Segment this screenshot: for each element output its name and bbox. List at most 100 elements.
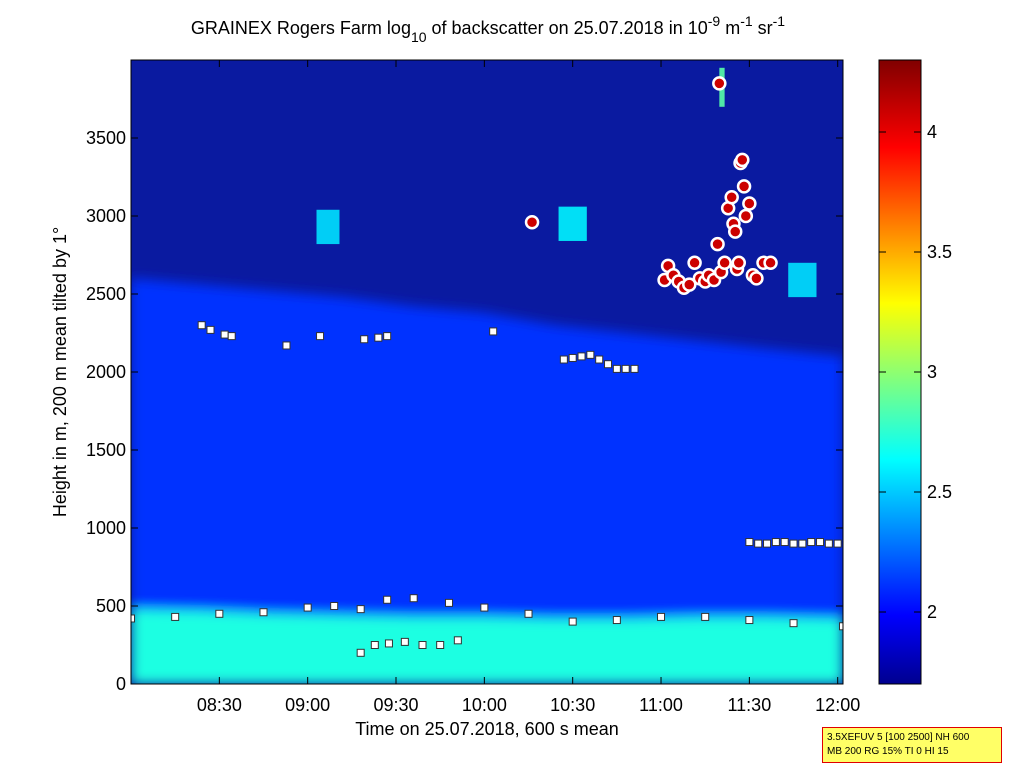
info-line-2: MB 200 RG 15% TI 0 HI 15 bbox=[827, 746, 949, 757]
plot-area: 08:30 09:00 09:30 10:00 10:30 11:00 11:30 12:00… bbox=[86, 59, 860, 715]
lower-layer-marker bbox=[370, 641, 379, 649]
cloud-base-marker bbox=[738, 208, 754, 224]
lower-layer-marker bbox=[436, 641, 445, 649]
layer-height-marker bbox=[303, 603, 312, 612]
title-part4: sr bbox=[753, 18, 773, 38]
upper-layer-marker bbox=[559, 355, 568, 364]
layer-height-marker bbox=[839, 622, 843, 631]
upper-layer-marker bbox=[630, 364, 639, 373]
title-part1: GRAINEX Rogers Farm log bbox=[191, 18, 411, 38]
mid-layer-marker bbox=[798, 539, 807, 548]
lower-layer-marker bbox=[453, 636, 462, 645]
mid-layer-marker bbox=[807, 538, 816, 547]
cloud-base-marker bbox=[717, 255, 732, 271]
upper-layer-marker bbox=[489, 327, 498, 336]
colorbar-ticks: 2 2.5 3 3.5 4 bbox=[879, 122, 952, 622]
lower-layer-marker bbox=[356, 648, 365, 657]
upper-layer-marker bbox=[360, 335, 369, 344]
cloud-patch bbox=[316, 209, 340, 245]
upper-layer-marker bbox=[577, 352, 586, 361]
cloud-base-marker bbox=[724, 190, 739, 205]
upper-layer-marker bbox=[316, 332, 325, 341]
title-part2: of backscatter on 25.07.2018 in 10 bbox=[427, 18, 708, 38]
layer-height-marker bbox=[409, 594, 418, 603]
x-tick-label: 11:00 bbox=[639, 695, 683, 715]
x-tick-label: 09:30 bbox=[373, 695, 418, 715]
upper-layer-marker bbox=[227, 332, 236, 341]
cloud-base-marker bbox=[710, 236, 725, 252]
upper-layer-marker bbox=[282, 341, 291, 350]
y-tick-label: 1500 bbox=[86, 440, 126, 460]
colorbar-tick-label: 4 bbox=[927, 122, 937, 142]
upper-layer-marker bbox=[197, 321, 206, 330]
layer-height-marker bbox=[259, 608, 268, 617]
cloud-base-marker bbox=[712, 76, 727, 91]
title-sub1: 10 bbox=[411, 29, 427, 45]
y-tick-label: 1000 bbox=[86, 518, 126, 538]
cloud-base-marker bbox=[524, 214, 540, 230]
title-sup3: -1 bbox=[773, 13, 786, 29]
lower-layer-marker bbox=[400, 637, 409, 646]
mid-layer-marker bbox=[789, 539, 798, 548]
upper-layer-marker bbox=[604, 360, 613, 369]
title-sup2: -1 bbox=[740, 13, 753, 29]
cloud-base-marker bbox=[735, 152, 750, 168]
layer-height-marker bbox=[383, 595, 392, 604]
mid-layer-marker bbox=[824, 539, 833, 548]
colorbar-tick-label: 3 bbox=[927, 362, 937, 382]
chart-title: GRAINEX Rogers Farm log10 of backscatter… bbox=[191, 13, 785, 45]
cloud-group bbox=[316, 67, 817, 298]
cloud-base-marker bbox=[687, 255, 702, 271]
layer-height-marker bbox=[356, 605, 365, 614]
title-part3: m bbox=[720, 18, 740, 38]
cloud-base-marker bbox=[727, 224, 743, 239]
mid-layer-marker bbox=[745, 538, 754, 547]
cloud-base-marker bbox=[763, 255, 778, 271]
y-tick-label: 3500 bbox=[86, 128, 126, 148]
lower-layer-marker bbox=[384, 639, 393, 648]
x-tick-label: 08:30 bbox=[197, 695, 242, 715]
x-tick-label: 09:00 bbox=[285, 695, 330, 715]
layer-height-marker bbox=[701, 612, 710, 621]
upper-layer-marker bbox=[568, 353, 577, 362]
colorbar: 2 2.5 3 3.5 4 bbox=[878, 59, 952, 685]
x-tick-label: 11:30 bbox=[728, 695, 772, 715]
layer-height-marker bbox=[445, 598, 454, 607]
y-tick-label: 2500 bbox=[86, 284, 126, 304]
title-sup1: -9 bbox=[708, 13, 721, 29]
cloud-base-marker bbox=[731, 255, 747, 271]
mid-layer-marker bbox=[763, 539, 772, 548]
upper-layer-marker bbox=[586, 350, 595, 359]
x-tick-label: 10:00 bbox=[462, 695, 507, 715]
x-tick-label: 12:00 bbox=[815, 695, 860, 715]
cloud-base-marker bbox=[682, 277, 697, 292]
cloud-patch bbox=[788, 262, 817, 298]
y-tick-label: 500 bbox=[96, 596, 126, 616]
mid-layer-marker bbox=[771, 538, 780, 547]
upper-layer-marker bbox=[374, 333, 383, 342]
mid-layer-marker bbox=[754, 539, 763, 548]
layer-height-marker bbox=[131, 614, 135, 623]
x-axis-label: Time on 25.07.2018, 600 s mean bbox=[355, 719, 619, 739]
y-axis: 0 500 1000 1500 2000 2500 3000 3500 bbox=[86, 128, 843, 694]
cloud-patch bbox=[558, 206, 587, 241]
layer-height-marker bbox=[480, 603, 489, 612]
mid-layer-marker bbox=[816, 538, 825, 547]
upper-layer-marker bbox=[383, 332, 392, 341]
colorbar-tick-label: 3.5 bbox=[927, 242, 952, 262]
cloud-base-marker bbox=[742, 196, 757, 211]
y-tick-label: 2000 bbox=[86, 362, 126, 382]
mid-layer-marker bbox=[780, 538, 789, 547]
lower-layer-marker bbox=[418, 641, 427, 649]
layer-group bbox=[131, 278, 843, 684]
upper-layer-marker bbox=[612, 364, 621, 373]
y-tick-label: 0 bbox=[116, 674, 126, 694]
cloud-base-marker bbox=[749, 271, 764, 286]
colorbar-tick-label: 2 bbox=[927, 602, 937, 622]
layer-surface-mixed-layer bbox=[131, 609, 843, 684]
layer-height-marker bbox=[789, 619, 798, 628]
x-axis: 08:30 09:00 09:30 10:00 10:30 11:00 11:30 12:00 bbox=[197, 60, 860, 715]
layer-height-marker bbox=[745, 616, 754, 625]
layer-height-marker bbox=[568, 617, 577, 626]
settings-info-box: 3.5XEFUV 5 [100 2500] NH 600 MB 200 RG 1… bbox=[822, 727, 1002, 763]
